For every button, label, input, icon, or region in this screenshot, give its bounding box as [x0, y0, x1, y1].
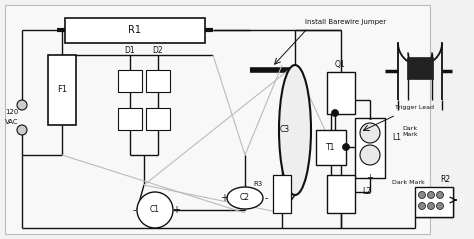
Text: -: -: [132, 205, 136, 215]
Bar: [273, 175, 291, 213]
Circle shape: [419, 202, 426, 210]
Circle shape: [428, 202, 435, 210]
Bar: [65, 18, 205, 43]
Circle shape: [360, 123, 380, 143]
Circle shape: [360, 145, 380, 165]
Text: -: -: [264, 193, 268, 203]
Ellipse shape: [279, 65, 311, 195]
Bar: [48, 55, 76, 125]
Bar: [118, 70, 142, 92]
Text: R3: R3: [254, 181, 263, 187]
Bar: [327, 175, 355, 213]
Bar: [316, 130, 346, 165]
Text: C2: C2: [240, 194, 250, 202]
Text: +: +: [366, 174, 374, 183]
Text: Trigger Lead: Trigger Lead: [395, 105, 434, 110]
Text: D1: D1: [125, 45, 135, 54]
Text: Mark: Mark: [402, 132, 418, 137]
Circle shape: [419, 191, 426, 199]
Text: R2: R2: [440, 175, 450, 185]
Text: C3: C3: [280, 125, 290, 135]
Bar: [146, 70, 170, 92]
Bar: [5, 5, 430, 234]
Text: VAC: VAC: [5, 119, 19, 125]
Text: T1: T1: [326, 142, 336, 152]
Text: L1: L1: [392, 134, 401, 142]
Circle shape: [331, 109, 338, 116]
Circle shape: [343, 143, 349, 151]
Circle shape: [437, 191, 444, 199]
Text: Dark: Dark: [402, 125, 417, 130]
Bar: [118, 108, 142, 130]
Text: 120: 120: [5, 109, 18, 115]
Text: Install Barewire Jumper: Install Barewire Jumper: [305, 19, 386, 25]
Bar: [415, 187, 453, 217]
Bar: [146, 108, 170, 130]
Text: F1: F1: [57, 86, 67, 94]
Text: C1: C1: [150, 206, 160, 214]
Text: +: +: [172, 205, 180, 215]
Text: L2: L2: [362, 188, 371, 196]
Bar: [327, 72, 355, 114]
Circle shape: [428, 191, 435, 199]
Text: R1: R1: [128, 25, 142, 35]
Circle shape: [17, 125, 27, 135]
Text: Dark Mark: Dark Mark: [392, 179, 425, 185]
Circle shape: [137, 192, 173, 228]
Text: -: -: [368, 115, 372, 125]
Text: +: +: [220, 193, 228, 203]
Text: Q1: Q1: [335, 60, 346, 70]
Bar: [407, 57, 433, 79]
Ellipse shape: [227, 187, 263, 209]
Circle shape: [17, 100, 27, 110]
Bar: [355, 118, 385, 178]
Circle shape: [437, 202, 444, 210]
Text: D2: D2: [153, 45, 164, 54]
